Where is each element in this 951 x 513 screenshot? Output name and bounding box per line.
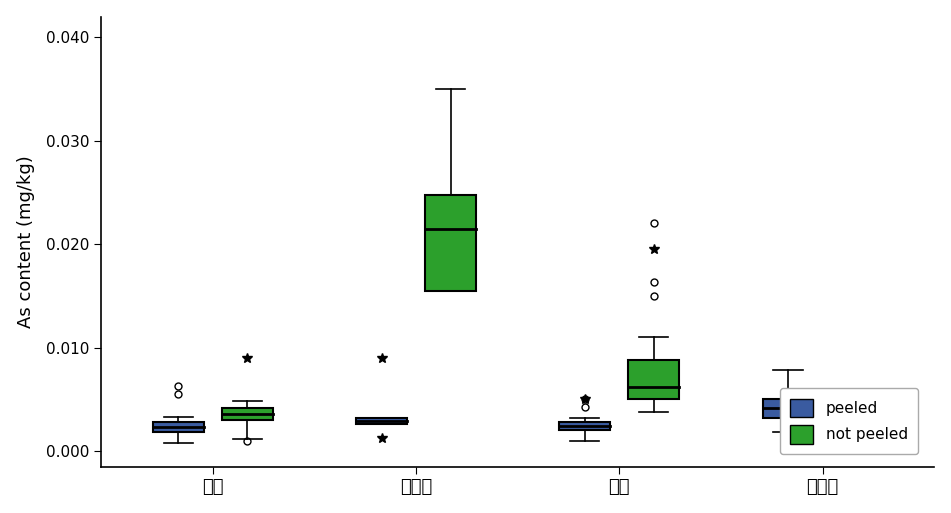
- Bar: [629, 360, 679, 399]
- Bar: [222, 408, 273, 420]
- Bar: [356, 418, 407, 424]
- Bar: [832, 420, 883, 432]
- Bar: [425, 194, 476, 291]
- Legend: peeled, not peeled: peeled, not peeled: [780, 388, 919, 455]
- Bar: [763, 399, 813, 418]
- Bar: [153, 422, 204, 432]
- Y-axis label: As content (mg/kg): As content (mg/kg): [17, 155, 34, 328]
- Bar: [559, 422, 611, 430]
